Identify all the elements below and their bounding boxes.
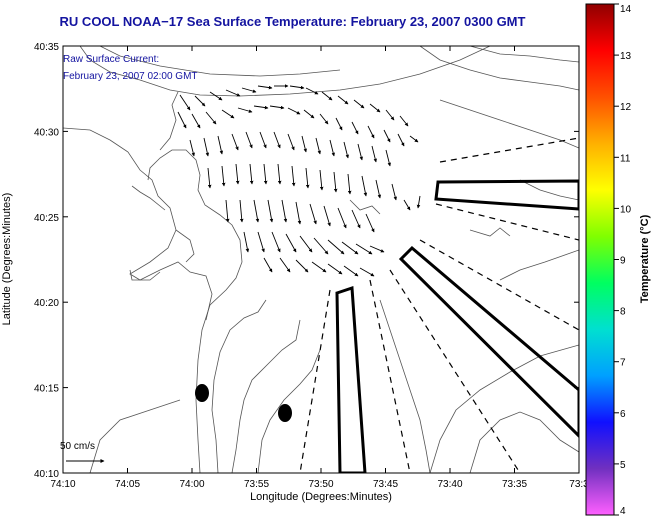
colorbar-tick-label: 11 — [620, 153, 631, 164]
station-marker-south — [278, 404, 292, 422]
colorbar-tick-label: 13 — [620, 51, 632, 62]
current-note-line1: Raw Surface Current: — [63, 54, 159, 65]
x-tick-label: 73:45 — [373, 479, 398, 490]
y-axis: 40:35 40:30 40:25 40:20 40:15 40:10 — [34, 42, 579, 480]
colorbar-tick-label: 9 — [620, 256, 626, 267]
scale-label: 50 cm/s — [60, 441, 95, 452]
colorbar-tick-label: 8 — [620, 307, 626, 318]
y-tick-label: 40:25 — [34, 213, 59, 224]
x-tick-label: 73:35 — [502, 479, 527, 490]
colorbar-tick-label: 4 — [620, 506, 626, 517]
station-marker-north — [195, 384, 209, 402]
plot-area — [63, 46, 579, 473]
map-layer — [63, 46, 579, 473]
x-axis-label: Longitude (Degrees:Minutes) — [250, 491, 392, 503]
x-tick-label: 73:40 — [437, 479, 462, 490]
colorbar-tick-label: 7 — [620, 358, 626, 369]
colorbar-tick-label: 6 — [620, 409, 626, 420]
y-tick-label: 40:10 — [34, 469, 59, 480]
x-tick-label: 73:3 — [569, 479, 589, 490]
radar-sector-lines — [299, 137, 579, 473]
colorbar-tick-label: 14 — [620, 4, 632, 15]
colorbar-label: Temperature (°C) — [639, 214, 651, 303]
y-tick-label: 40:20 — [34, 298, 59, 309]
x-tick-label: 74:10 — [50, 479, 75, 490]
current-note-line2: February 23, 2007 02:00 GMT — [63, 71, 198, 82]
y-tick-label: 40:35 — [34, 42, 59, 53]
x-tick-label: 73:50 — [308, 479, 333, 490]
y-tick-label: 40:30 — [34, 127, 59, 138]
radar-wedges — [335, 179, 579, 473]
colorbar-tick-label: 10 — [620, 204, 632, 215]
colorbar-tick-label: 5 — [620, 460, 626, 471]
y-axis-label: Latitude (Degrees:Minutes) — [1, 193, 13, 326]
x-tick-label: 74:00 — [179, 479, 204, 490]
colorbar-ticks: 14 13 12 11 10 9 8 7 6 5 4 — [614, 3, 632, 517]
y-tick-label: 40:15 — [34, 384, 59, 395]
colorbar-tick-label: 12 — [620, 102, 632, 113]
x-tick-label: 73:55 — [244, 479, 269, 490]
colorbar — [585, 3, 615, 516]
x-axis: 74:10 74:05 74:00 73:55 73:50 73:45 73:40 73:35… — [50, 46, 589, 490]
map-title: RU COOL NOAA−17 Sea Surface Temperature:… — [59, 14, 526, 29]
x-tick-label: 74:05 — [115, 479, 140, 490]
current-vectors — [177, 84, 421, 277]
